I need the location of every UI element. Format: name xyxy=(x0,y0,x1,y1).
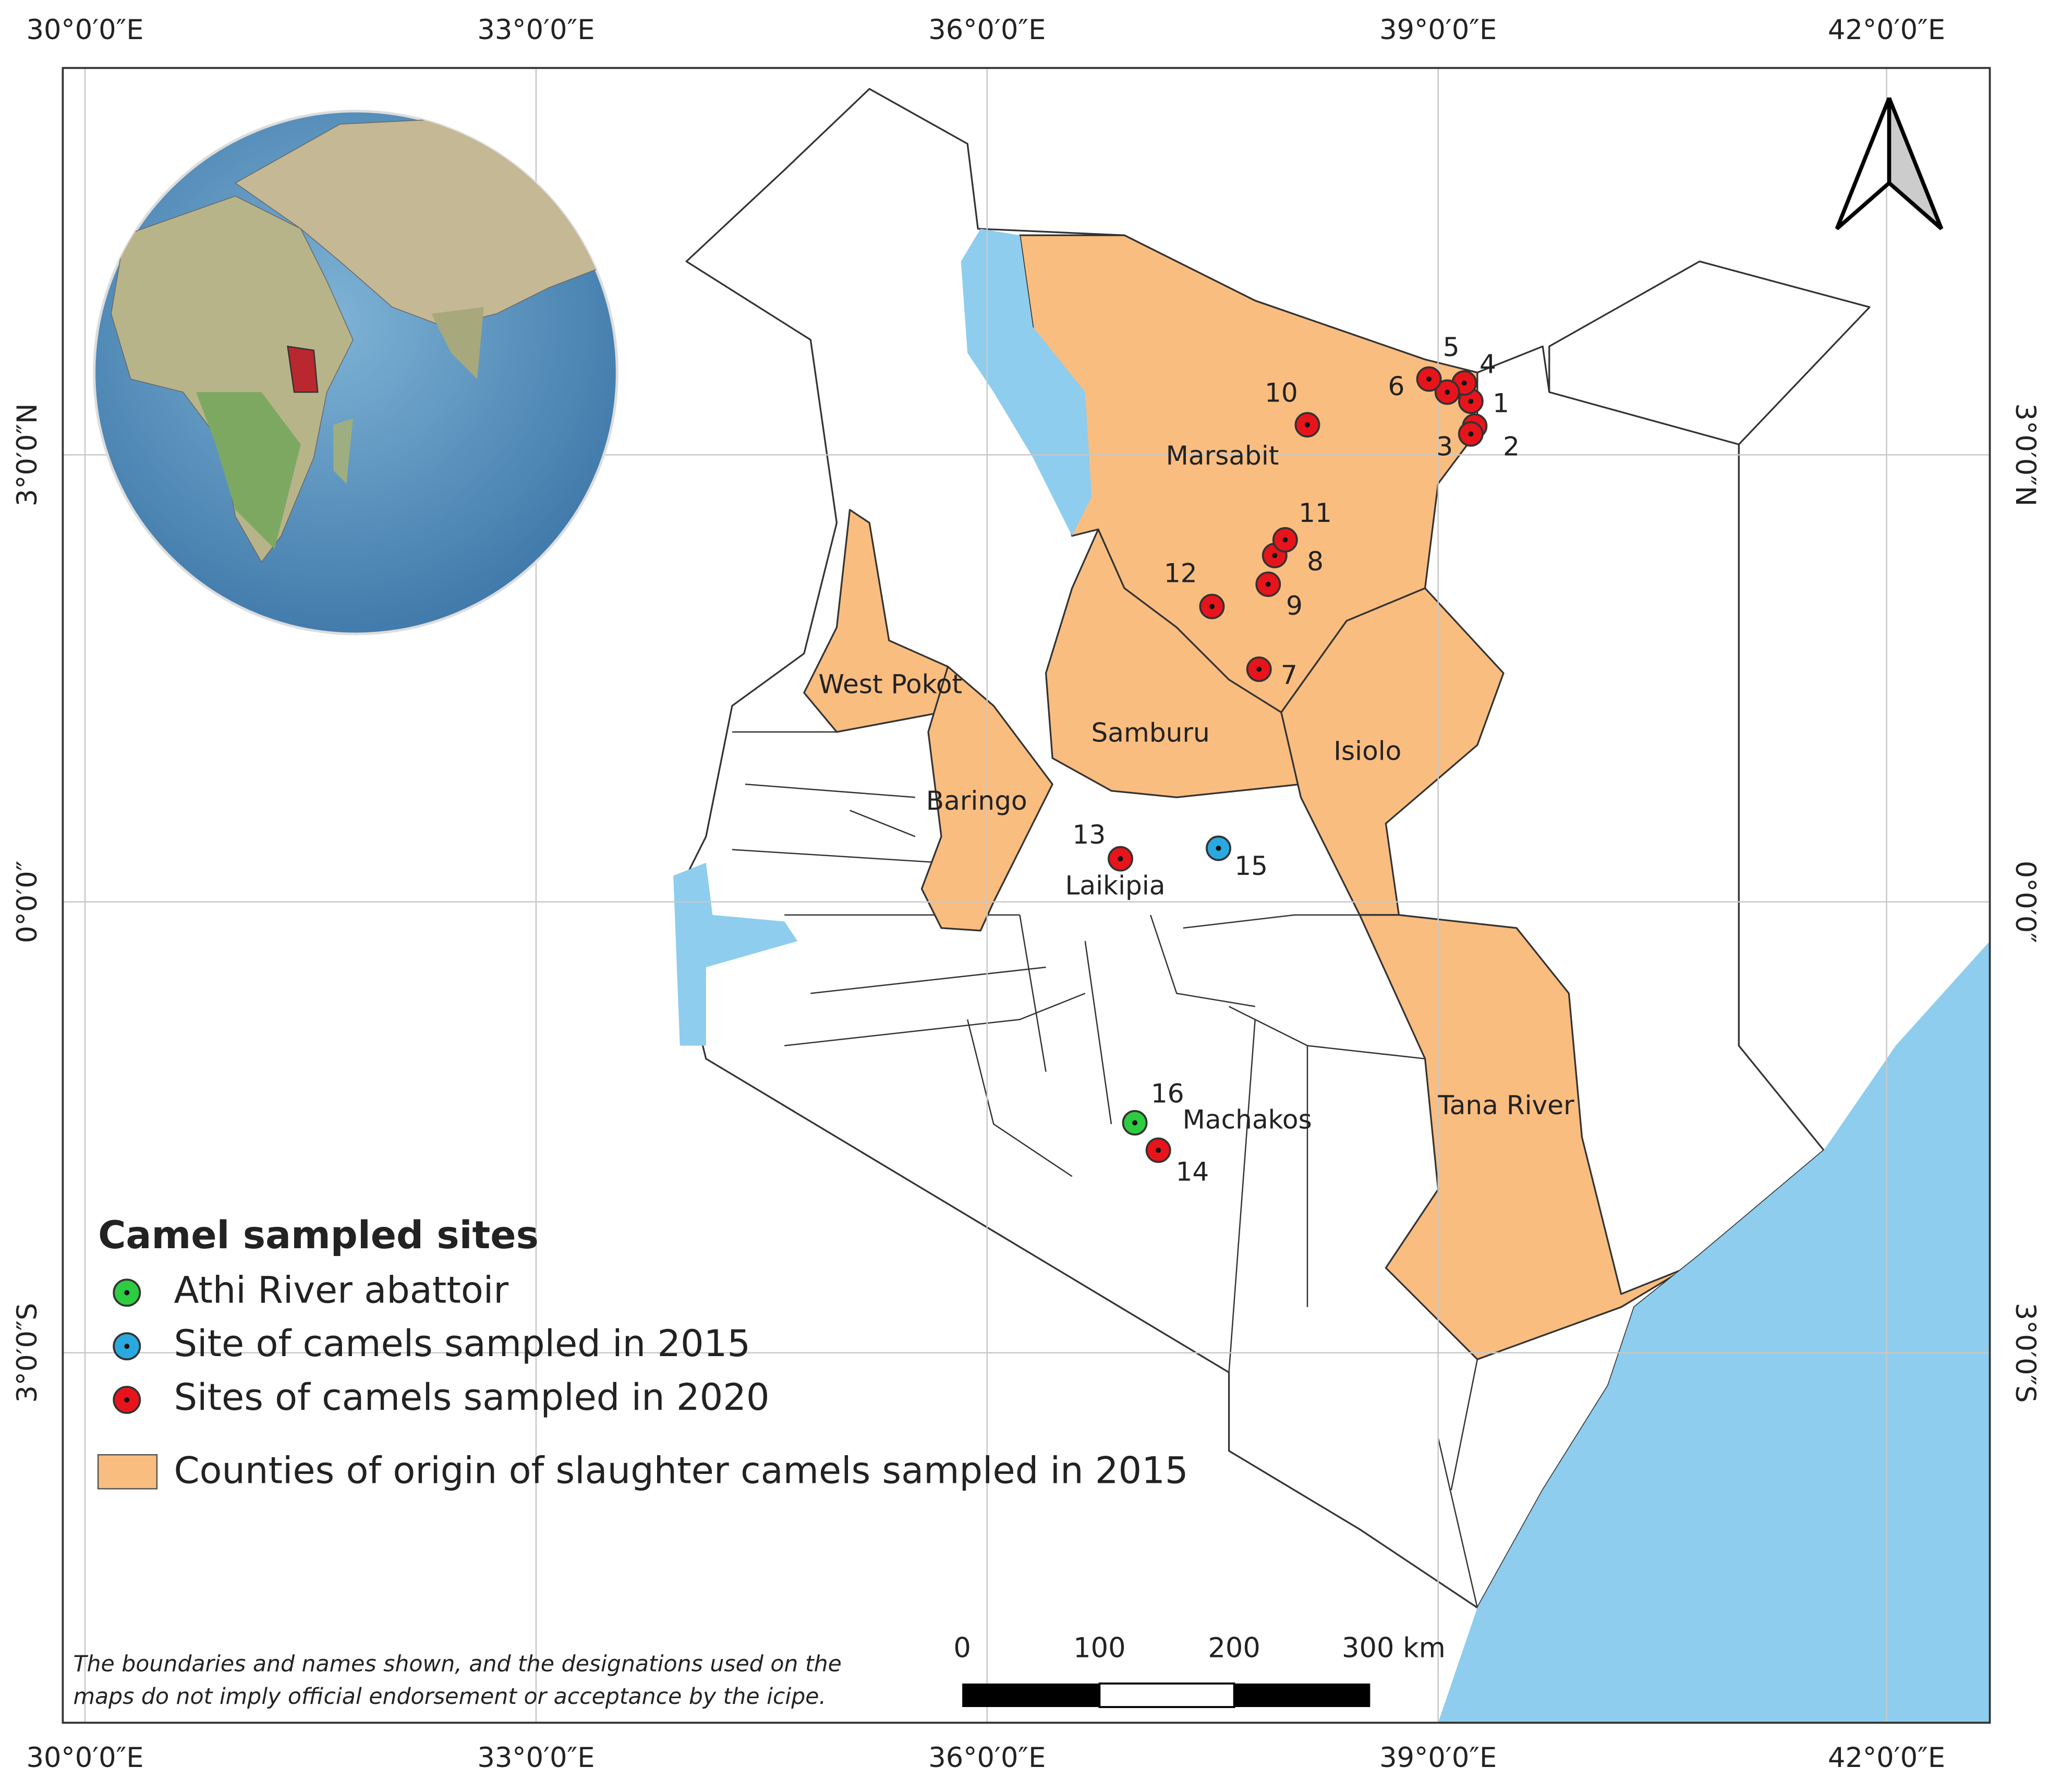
north-arrow xyxy=(1835,97,1944,230)
site-label: 1 xyxy=(1493,388,1509,419)
county-label: Baringo xyxy=(926,785,1027,816)
site-label: 16 xyxy=(1151,1078,1184,1108)
site-dot xyxy=(1461,380,1467,386)
scale-label: 0 xyxy=(953,1632,971,1664)
site-dot xyxy=(1445,389,1450,395)
lake-turkana xyxy=(961,228,1092,536)
site-label: 3 xyxy=(1436,431,1453,461)
graticule-label: 36°0′0″E xyxy=(928,1742,1046,1774)
graticule-label: 0°0′0″ xyxy=(2009,861,2041,943)
site-label: 11 xyxy=(1299,497,1332,528)
county-labels: Marsabit West Pokot Samburu Isiolo Baringo La… xyxy=(818,440,1574,1135)
site-dot xyxy=(1118,856,1123,862)
county-lines xyxy=(732,731,1622,1608)
legend-dot xyxy=(124,1397,130,1403)
site-label: 5 xyxy=(1443,332,1460,362)
site-label: 4 xyxy=(1479,348,1496,379)
county-label: Tana River xyxy=(1437,1090,1574,1120)
site-dot xyxy=(1282,537,1288,543)
graticule-label: 39°0′0″E xyxy=(1379,1742,1497,1774)
legend: Camel sampled sites Athi River abattoir S… xyxy=(97,1214,1188,1492)
disclaimer: The boundaries and names shown, and the … xyxy=(73,1651,841,1677)
ocean xyxy=(1438,941,1990,1723)
legend-title: Camel sampled sites xyxy=(98,1214,539,1258)
site-dot xyxy=(1426,376,1432,382)
graticule: 30°0′0″E 33°0′0″E 36°0′0″E 39°0′0″E 42°0′0″E… xyxy=(11,14,2041,1774)
globe-inset xyxy=(93,109,618,636)
scale-segment xyxy=(962,1683,1100,1708)
site-dot xyxy=(1209,604,1215,609)
graticule-label: 42°0′0″E xyxy=(1828,1742,1945,1774)
scale-bar: 0 100 200 300 km xyxy=(953,1632,1446,1708)
county-label: Marsabit xyxy=(1166,440,1279,471)
site-dot xyxy=(1304,422,1311,428)
site-dot xyxy=(1265,581,1271,587)
county-label: Samburu xyxy=(1091,717,1210,748)
map-frame xyxy=(62,67,1991,1724)
site-label: 12 xyxy=(1164,558,1197,589)
site-label: 7 xyxy=(1281,660,1297,690)
legend-label: Site of camels sampled in 2015 xyxy=(174,1322,750,1365)
legend-label: Athi River abattoir xyxy=(174,1269,508,1311)
graticule-label: 39°0′0″E xyxy=(1379,14,1497,46)
graticule-label: 0°0′0″ xyxy=(11,861,43,943)
county-area xyxy=(1280,587,1505,916)
site-label: 9 xyxy=(1286,590,1303,621)
county-label: West Pokot xyxy=(818,669,962,700)
lake-victoria xyxy=(673,862,798,1046)
site-dot xyxy=(1468,398,1474,404)
site-dot xyxy=(1468,431,1474,437)
graticule-label: 3°0′0″S xyxy=(11,1303,43,1403)
site-label: 14 xyxy=(1175,1156,1209,1187)
county-label: Isiolo xyxy=(1333,735,1401,766)
graticule-label: 3°0′0″N xyxy=(11,404,43,507)
site-label: 8 xyxy=(1307,546,1324,577)
site-dot xyxy=(1132,1120,1138,1126)
site-dot xyxy=(1256,666,1262,672)
graticule-label: 30°0′0″E xyxy=(26,14,143,46)
graticule-label: 3°0′0″S xyxy=(2009,1303,2041,1403)
site-label: 6 xyxy=(1388,371,1405,401)
graticule-label: 36°0′0″E xyxy=(928,14,1046,46)
county-label: Machakos xyxy=(1183,1104,1312,1135)
site-dot xyxy=(1216,845,1221,851)
graticule-label: 33°0′0″E xyxy=(477,14,595,46)
site-label: 2 xyxy=(1503,431,1520,461)
site-label: 15 xyxy=(1234,850,1268,881)
scale-label: 300 km xyxy=(1342,1632,1446,1664)
county-area xyxy=(1045,528,1302,798)
scale-label: 200 xyxy=(1208,1632,1260,1664)
county-label: Laikipia xyxy=(1065,870,1165,901)
map-body xyxy=(673,88,1990,1723)
graticule-label: 3°0′0″N xyxy=(2009,404,2041,507)
scale-segment xyxy=(1098,1683,1235,1708)
site-dot xyxy=(1156,1148,1161,1153)
legend-label: Sites of camels sampled in 2020 xyxy=(174,1376,769,1419)
site-dot xyxy=(1272,553,1278,558)
graticule-label: 42°0′0″E xyxy=(1828,14,1945,46)
legend-swatch xyxy=(97,1454,158,1490)
scale-segment xyxy=(1234,1683,1370,1708)
site-label: 13 xyxy=(1072,819,1106,850)
scale-label: 100 xyxy=(1073,1632,1125,1664)
site-label: 10 xyxy=(1265,377,1298,408)
graticule-label: 33°0′0″E xyxy=(477,1742,595,1774)
legend-dot xyxy=(124,1290,130,1296)
legend-dot xyxy=(124,1344,130,1349)
legend-label: Counties of origin of slaughter camels s… xyxy=(174,1449,1188,1492)
disclaimer: maps do not imply official endorsement o… xyxy=(73,1684,826,1710)
graticule-label: 30°0′0″E xyxy=(26,1742,143,1774)
